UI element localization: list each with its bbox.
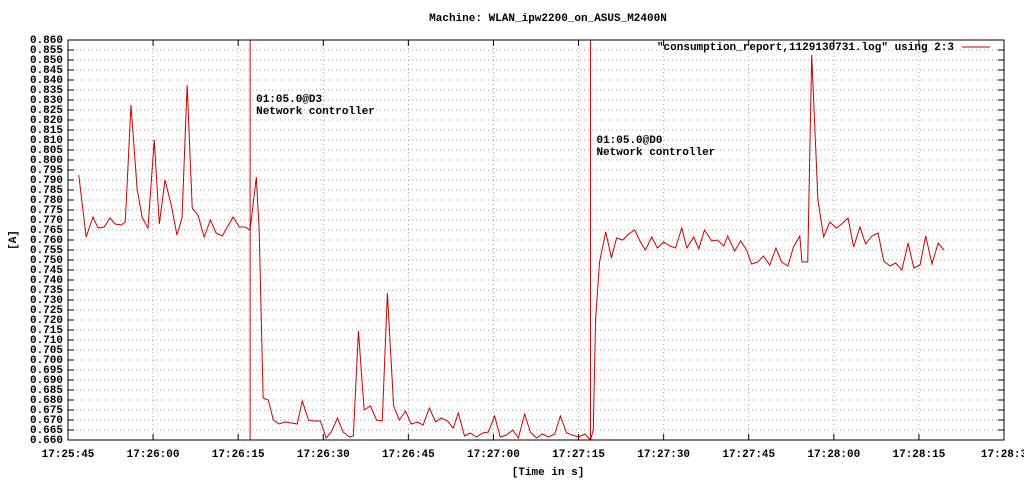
y-axis-label: [A] (8, 230, 20, 250)
y-tick-label: 0.750 (30, 255, 63, 267)
x-tick-label: 17:27:15 (552, 449, 605, 461)
y-tick-label: 0.795 (30, 165, 63, 177)
y-tick-label: 0.850 (30, 55, 63, 67)
y-tick-label: 0.720 (30, 315, 63, 327)
x-tick-label: 17:28:15 (893, 449, 946, 461)
y-tick-label: 0.660 (30, 435, 63, 447)
y-tick-label: 0.725 (30, 305, 63, 317)
y-tick-label: 0.845 (30, 65, 63, 77)
y-tick-label: 0.860 (30, 35, 63, 47)
y-tick-label: 0.760 (30, 235, 63, 247)
y-tick-label: 0.680 (30, 395, 63, 407)
annotation-text: 01:05.0@D3 (256, 94, 322, 106)
y-tick-label: 0.790 (30, 175, 63, 187)
y-tick-label: 0.745 (30, 265, 63, 277)
y-tick-label: 0.820 (30, 115, 63, 127)
y-tick-label: 0.770 (30, 215, 63, 227)
y-tick-label: 0.690 (30, 375, 63, 387)
x-tick-label: 17:27:45 (722, 449, 775, 461)
x-tick-label: 17:27:30 (637, 449, 690, 461)
y-tick-label: 0.730 (30, 295, 63, 307)
y-tick-label: 0.675 (30, 405, 63, 417)
y-tick-label: 0.780 (30, 195, 63, 207)
y-tick-label: 0.755 (30, 245, 63, 257)
y-tick-label: 0.695 (30, 365, 63, 377)
x-tick-label: 17:26:15 (212, 449, 265, 461)
y-tick-label: 0.825 (30, 105, 63, 117)
y-tick-label: 0.670 (30, 415, 63, 427)
x-tick-label: 17:25:45 (42, 449, 95, 461)
y-tick-label: 0.705 (30, 345, 63, 357)
x-axis-label: [Time in s] (512, 467, 585, 479)
y-tick-label: 0.775 (30, 205, 63, 217)
x-tick-label: 17:26:00 (127, 449, 180, 461)
y-tick-label: 0.800 (30, 155, 63, 167)
y-tick-label: 0.785 (30, 185, 63, 197)
x-tick-label: 17:26:45 (382, 449, 435, 461)
y-tick-label: 0.765 (30, 225, 63, 237)
x-tick-label: 17:28:3 (981, 449, 1024, 461)
annotation-text: Network controller (596, 147, 715, 159)
plot-border (67, 39, 1005, 441)
legend-label: "consumption_report,1129130731.log" usin… (657, 42, 954, 54)
x-tick-label: 17:27:00 (467, 449, 520, 461)
x-tick-label: 17:26:30 (297, 449, 350, 461)
annotation-text: Network controller (256, 106, 375, 118)
x-tick-label: 17:28:00 (807, 449, 860, 461)
y-tick-label: 0.685 (30, 385, 63, 397)
annotation-text: 01:05.0@D0 (596, 135, 662, 147)
y-tick-label: 0.815 (30, 125, 63, 137)
y-tick-label: 0.855 (30, 45, 63, 57)
y-tick-label: 0.700 (30, 355, 63, 367)
y-tick-label: 0.840 (30, 75, 63, 87)
y-tick-label: 0.830 (30, 95, 63, 107)
y-tick-label: 0.835 (30, 85, 63, 97)
y-tick-label: 0.805 (30, 145, 63, 157)
y-tick-label: 0.665 (30, 425, 63, 437)
chart-title: Machine: WLAN_ipw2200_on_ASUS_M2400N (429, 13, 667, 25)
y-tick-label: 0.710 (30, 335, 63, 347)
y-tick-label: 0.740 (30, 275, 63, 287)
y-tick-label: 0.810 (30, 135, 63, 147)
data-line (78, 54, 945, 441)
y-tick-label: 0.735 (30, 285, 63, 297)
y-tick-label: 0.715 (30, 325, 63, 337)
